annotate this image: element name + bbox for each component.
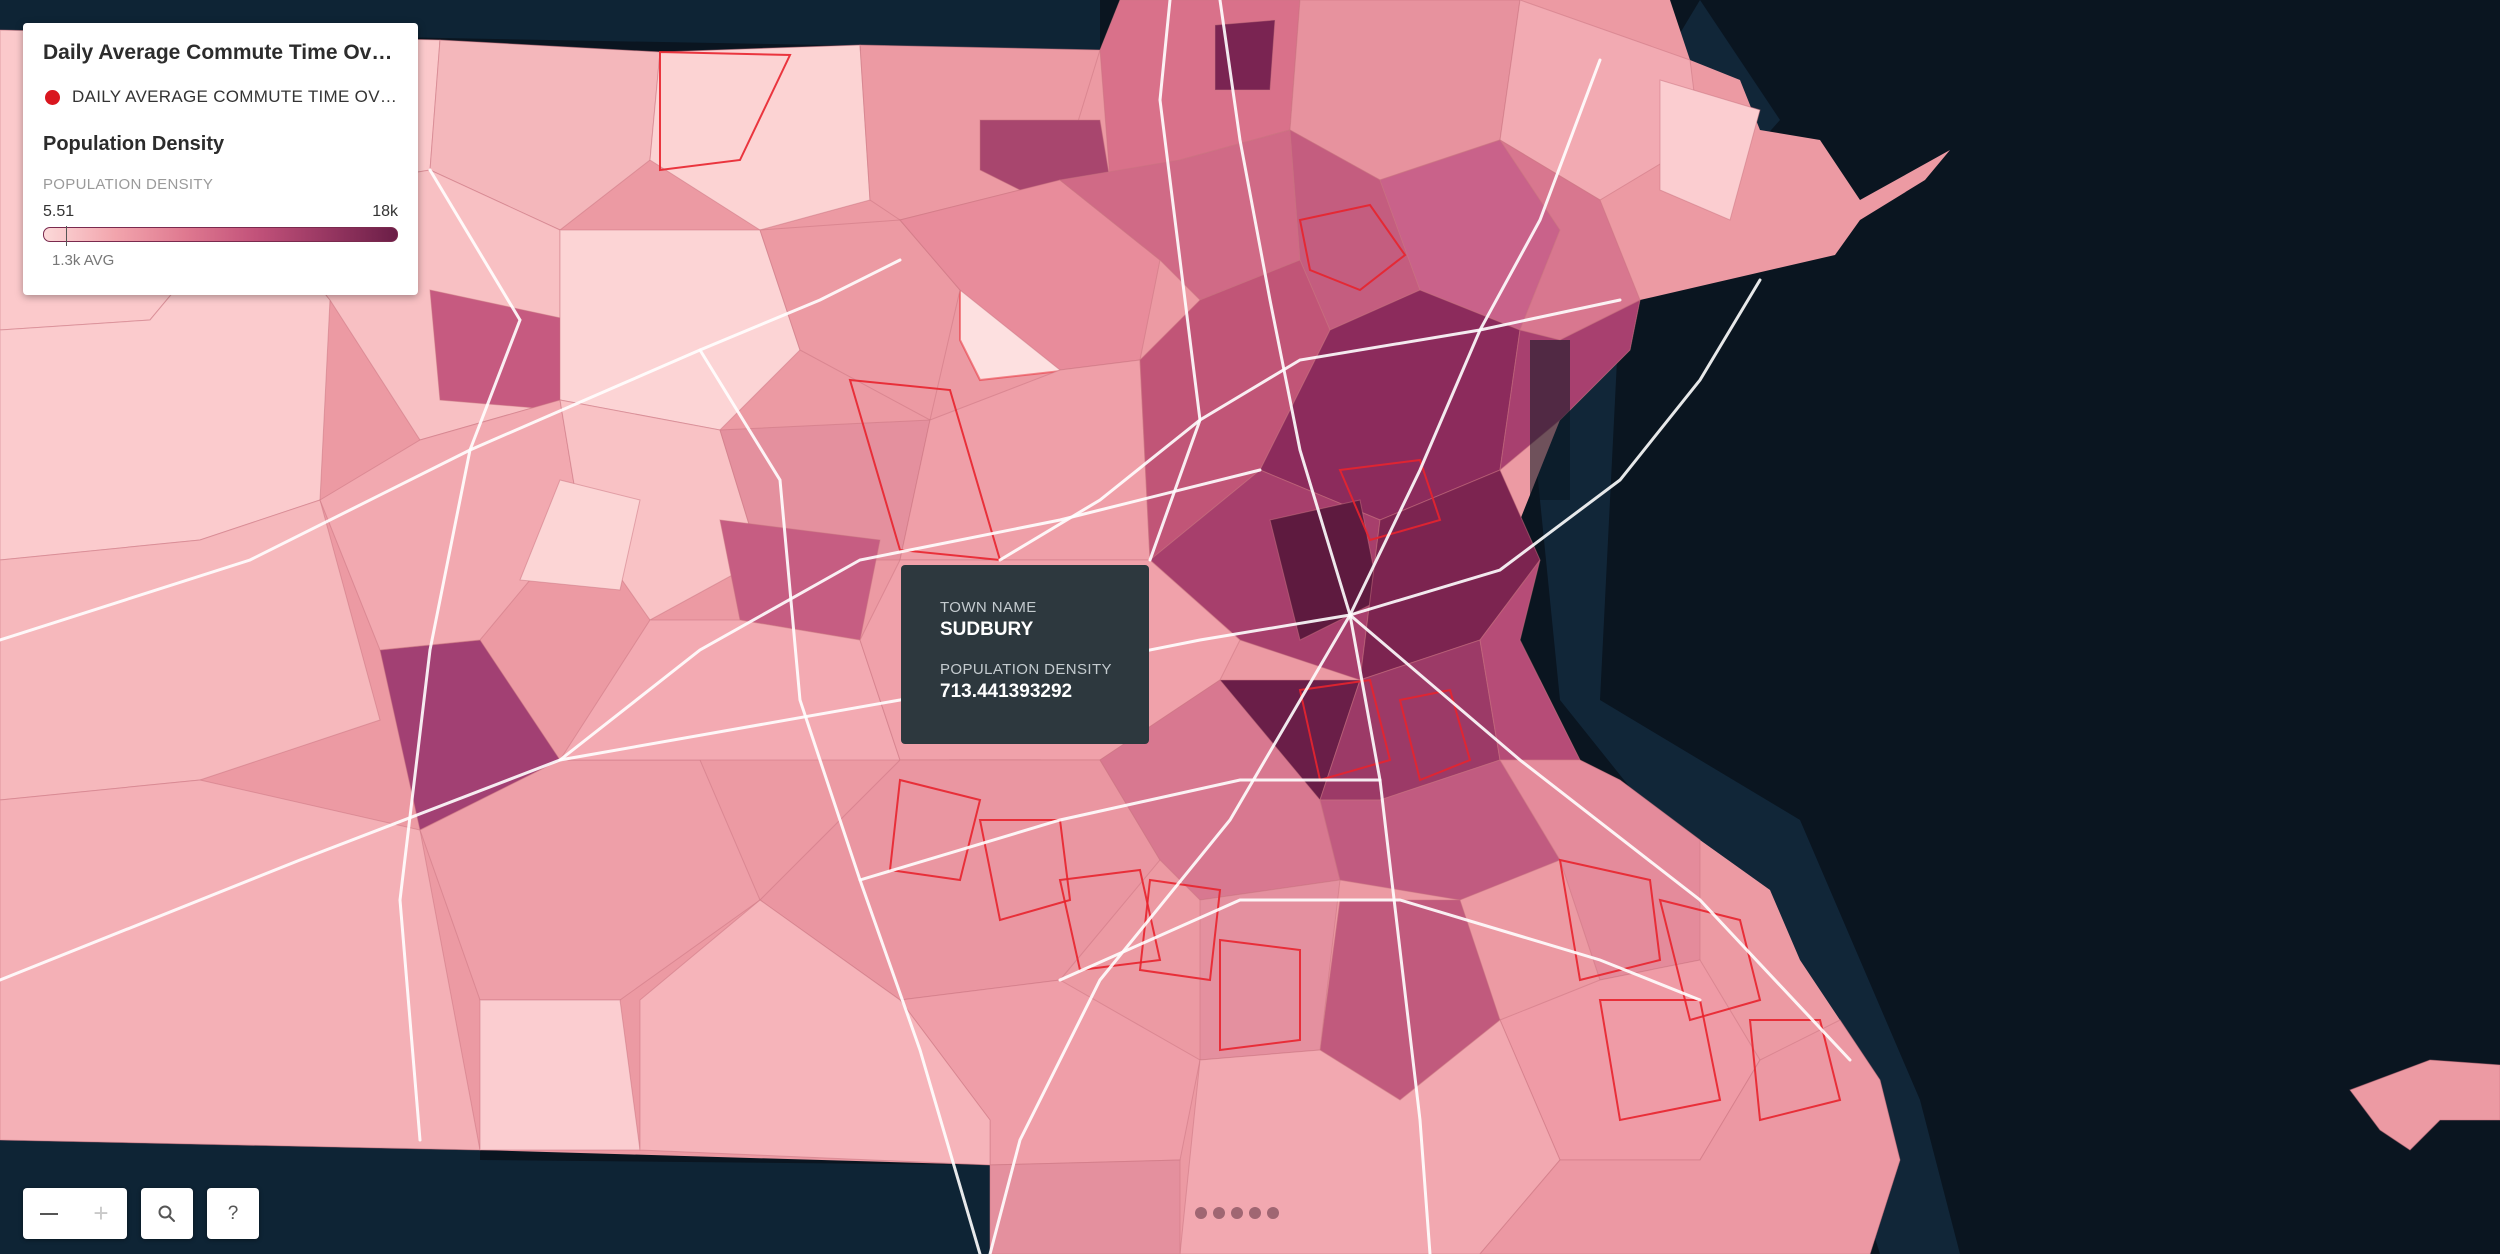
range-max: 18k (372, 203, 398, 220)
help-button[interactable]: ? (207, 1188, 259, 1239)
tooltip-density-value: 713.441393292 (940, 681, 1073, 702)
pager-dot[interactable] (1267, 1207, 1279, 1219)
pager-dot[interactable] (1231, 1207, 1243, 1219)
search-button[interactable] (141, 1188, 193, 1239)
legend-title: Daily Average Commute Time Over ... (43, 41, 398, 64)
tooltip-town-value: SUDBURY (940, 619, 1034, 640)
legend-panel: Daily Average Commute Time Over ... DAIL… (23, 23, 418, 295)
zoom-in-button[interactable]: + (93, 1198, 109, 1228)
outside-region-south-mid (480, 1160, 990, 1254)
coast-shadow (1520, 0, 1960, 1254)
layer-pager (1195, 1203, 1279, 1223)
outside-region-north (0, 0, 1100, 50)
pager-dot[interactable] (1195, 1207, 1207, 1219)
highways (0, 0, 1852, 1254)
density-range: 5.51 18k (43, 203, 398, 221)
tooltip-town-key: TOWN NAME (940, 599, 1037, 616)
density-sublabel: POPULATION DENSITY (43, 176, 214, 193)
average-label: 1.3k AVG (52, 252, 115, 269)
tooltip-density-key: POPULATION DENSITY (940, 661, 1112, 678)
density-section-title: Population Density (43, 133, 225, 155)
density-color-ramp (43, 226, 398, 246)
pager-dot[interactable] (1249, 1207, 1261, 1219)
zoom-control: + (23, 1188, 127, 1239)
range-min: 5.51 (43, 203, 75, 220)
legend-layer-row[interactable]: DAILY AVERAGE COMMUTE TIME OVER ... (43, 87, 398, 107)
minus-icon (40, 1212, 58, 1215)
search-icon (158, 1205, 175, 1222)
map-tooltip: TOWN NAME SUDBURY POPULATION DENSITY 713… (901, 565, 1149, 744)
commute-layer-dot-icon (45, 89, 60, 105)
legend-layer-label: DAILY AVERAGE COMMUTE TIME OVER ... (72, 87, 398, 106)
pager-dot[interactable] (1213, 1207, 1225, 1219)
average-tick (66, 226, 67, 246)
waterline-detail (1530, 340, 1570, 500)
zoom-out-button[interactable] (23, 1188, 75, 1239)
